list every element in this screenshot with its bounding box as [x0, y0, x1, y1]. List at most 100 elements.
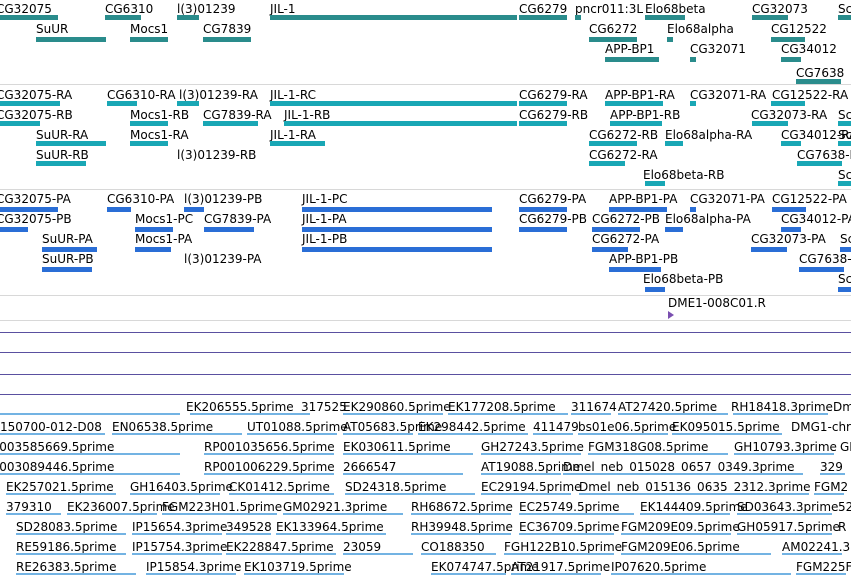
est-alignment[interactable] [226, 533, 271, 535]
transcript-label-elo68beta-rb[interactable]: Elo68beta-RB [643, 168, 725, 182]
transcript-label-cg32073-ra[interactable]: CG32073-RA [751, 108, 828, 122]
est-label[interactable]: UT01088.5prime [247, 420, 348, 434]
protein-label-suur-pb[interactable]: SuUR-PB [42, 252, 94, 266]
est-label[interactable]: GH10793.3prime [734, 440, 837, 454]
est-alignment[interactable] [0, 453, 180, 455]
est-label[interactable]: EK290860.5prime [343, 400, 451, 414]
est-label[interactable]: EK177208.5prime [448, 400, 556, 414]
est-alignment[interactable] [283, 513, 403, 515]
est-alignment[interactable] [130, 493, 220, 495]
est-alignment[interactable] [579, 493, 809, 495]
est-label[interactable]: RE59186.5prime [16, 540, 117, 554]
est-alignment[interactable] [621, 533, 731, 535]
est-alignment[interactable] [244, 573, 344, 575]
est-label[interactable]: AM02241.3 [782, 540, 851, 554]
transcript-label-cg32071-ra[interactable]: CG32071-RA [690, 88, 767, 102]
transcript-label-cg6310-ra[interactable]: CG6310-RA [107, 88, 176, 102]
gene-label-cg6272[interactable]: CG6272 [589, 22, 638, 36]
transcript-feature[interactable] [270, 101, 517, 106]
est-label[interactable]: P003585669.5prime [0, 440, 115, 454]
gene-feature[interactable] [130, 37, 168, 42]
est-alignment[interactable] [247, 433, 337, 435]
transcript-label-sc-3[interactable]: Sc [838, 168, 851, 182]
transcript-feature[interactable] [605, 101, 663, 106]
gene-label-cg32075[interactable]: CG32075 [0, 2, 52, 16]
est-label[interactable]: 52 [838, 500, 851, 514]
est-alignment[interactable] [6, 493, 116, 495]
est-label[interactable]: EK206555.5prime [186, 400, 294, 414]
est-alignment[interactable] [229, 493, 334, 495]
protein-feature[interactable] [609, 267, 661, 272]
gene-feature[interactable] [667, 37, 673, 42]
transcript-label-cg32075-rb[interactable]: CG32075-RB [0, 108, 73, 122]
gene-feature[interactable] [105, 15, 141, 20]
est-label[interactable]: 317525 [301, 400, 347, 414]
est-label[interactable]: AT27420.5prime [618, 400, 718, 414]
est-label[interactable]: EK257021.5prime [6, 480, 114, 494]
transcript-feature[interactable] [0, 101, 60, 106]
gene-label-cg34012[interactable]: CG34012 [781, 42, 837, 56]
gene-feature[interactable] [203, 37, 251, 42]
transcript-feature[interactable] [797, 161, 842, 166]
est-label[interactable]: SD03643.3prime [737, 500, 839, 514]
est-label[interactable]: EK074747.5prime [431, 560, 539, 574]
est-label[interactable]: Dm [833, 400, 851, 414]
protein-label-appbp1-pa[interactable]: APP-BP1-PA [609, 192, 678, 206]
est-alignment[interactable] [343, 413, 443, 415]
est-label[interactable]: CO188350 [421, 540, 485, 554]
protein-label-cg6310-pa[interactable]: CG6310-PA [107, 192, 175, 206]
gene-feature[interactable] [575, 15, 581, 20]
transcript-feature[interactable] [130, 121, 168, 126]
gene-label-jil1[interactable]: JIL-1 [270, 2, 296, 16]
gene-feature[interactable] [177, 15, 199, 20]
protein-feature[interactable] [42, 247, 97, 252]
est-label[interactable]: FGM318G08.5prime [588, 440, 709, 454]
est-label[interactable]: AT05683.5prime [343, 420, 443, 434]
gene-feature[interactable] [771, 37, 805, 42]
est-label[interactable]: SD28083.5prime [16, 520, 118, 534]
transcript-feature[interactable] [838, 141, 851, 146]
est-label[interactable]: DMG1-chr3 [791, 420, 851, 434]
gene-label-elo68beta[interactable]: Elo68beta [645, 2, 706, 16]
transcript-label-jil1-rb[interactable]: JIL-1-RB [284, 108, 331, 122]
est-alignment[interactable] [519, 533, 614, 535]
est-alignment[interactable] [481, 473, 561, 475]
est-alignment[interactable] [343, 553, 413, 555]
protein-label-sc-2[interactable]: Sc [838, 272, 851, 286]
est-alignment[interactable] [0, 433, 105, 435]
transcript-label-cg32075-ra[interactable]: CG32075-RA [0, 88, 73, 102]
transcript-feature[interactable] [838, 181, 851, 186]
protein-feature[interactable] [302, 247, 492, 252]
protein-label-cg6272-pb[interactable]: CG6272-PB [592, 212, 661, 226]
transcript-label-suur-ra[interactable]: SuUR-RA [36, 128, 89, 142]
est-alignment[interactable] [672, 433, 782, 435]
est-label[interactable]: 329 [820, 460, 843, 474]
est-label[interactable]: RH68672.5prime [411, 500, 513, 514]
protein-feature[interactable] [519, 207, 567, 212]
est-alignment[interactable] [511, 573, 601, 575]
est-alignment[interactable] [796, 573, 846, 575]
protein-feature[interactable] [302, 227, 492, 232]
transcript-feature[interactable] [519, 101, 567, 106]
est-label[interactable]: FGM225F [796, 560, 851, 574]
gene-label-cg32071[interactable]: CG32071 [690, 42, 746, 56]
transcript-label-sc-1[interactable]: Sc [838, 108, 851, 122]
transcript-label-cg7839-ra[interactable]: CG7839-RA [203, 108, 272, 122]
protein-label-mocs1-pc[interactable]: Mocs1-PC [135, 212, 194, 226]
est-label[interactable]: Dmel_neb_015028_0657_0349.3prime [563, 460, 795, 474]
est-label[interactable]: IP15854.3prime [146, 560, 242, 574]
gene-feature[interactable] [796, 79, 841, 84]
protein-label-cg32075-pa[interactable]: CG32075-PA [0, 192, 71, 206]
est-label[interactable]: EK298442.5prime [418, 420, 526, 434]
transcript-feature[interactable] [0, 121, 40, 126]
gene-feature[interactable] [690, 57, 696, 62]
est-alignment[interactable] [112, 433, 242, 435]
clone-label-dme1-008c01r[interactable]: DME1-008C01.R [668, 296, 766, 310]
protein-feature[interactable] [799, 267, 844, 272]
protein-label-l301239-pa[interactable]: l(3)01239-PA [184, 252, 262, 266]
gene-label-suur[interactable]: SuUR [36, 22, 69, 36]
protein-feature[interactable] [592, 227, 640, 232]
transcript-feature[interactable] [752, 121, 788, 126]
est-label[interactable]: EK103719.5prime [244, 560, 352, 574]
gene-feature[interactable] [752, 15, 788, 20]
